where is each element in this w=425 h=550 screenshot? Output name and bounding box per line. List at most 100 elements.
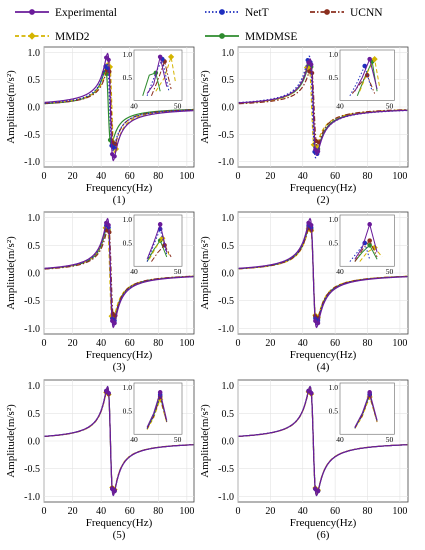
marker-experimental (110, 152, 115, 157)
y-tick-label: -0.5 (218, 464, 234, 475)
x-tick-label: 100 (392, 338, 407, 349)
inset-series-nett (146, 57, 170, 96)
x-tick-label: 60 (125, 506, 135, 517)
marker-experimental (309, 390, 314, 396)
inset-series-mmd2 (146, 397, 168, 430)
panel-1: 0 20 40 60 80 100 -1.0 -0.5 0.0 0.5 1.0 Frequency(H… (5, 46, 195, 206)
x-tick-label: 20 (265, 171, 275, 182)
marker-experimental (112, 154, 117, 159)
y-tick-label: 0.5 (28, 409, 41, 420)
x-tick-label: 80 (153, 171, 163, 182)
marker-experimental (306, 388, 311, 393)
marker-experimental (104, 388, 109, 393)
marker-mmd2 (159, 235, 166, 242)
inset-y-tick-label: 0.5 (329, 238, 339, 247)
y-tick-label: -1.0 (24, 324, 40, 335)
inset-y-tick-label: 1.0 (329, 50, 339, 59)
marker-experimental (112, 321, 117, 326)
x-tick-label: 20 (265, 338, 275, 349)
series-line-experimental (44, 385, 194, 497)
x-tick-label: 80 (153, 338, 163, 349)
legend-entry-experimental: Experimental (15, 7, 117, 19)
y-tick-label: 1.0 (222, 381, 235, 392)
series-line-experimental (44, 217, 194, 329)
inset-series-mmdmse (142, 72, 161, 96)
inset-y-tick-label: 1.0 (123, 215, 133, 224)
x-tick-label: 0 (236, 506, 241, 517)
x-tick-label: 20 (68, 506, 78, 517)
panel-6: 0 20 40 60 80 100 -1.0 -0.5 0.0 0.5 1.0 Frequency(H… (199, 379, 409, 541)
y-tick-label: -0.5 (24, 464, 40, 475)
y-tick-label: 0.0 (222, 269, 235, 280)
marker-experimental (316, 321, 321, 326)
marker-experimental (313, 486, 318, 492)
series-line-ucnn (44, 225, 194, 321)
marker-ucnn (367, 238, 372, 243)
x-tick-label: 100 (179, 506, 194, 517)
marker-ucnn (324, 9, 330, 15)
y-tick-label: -1.0 (24, 157, 40, 168)
x-tick-label: 100 (179, 171, 194, 182)
x-tick-label: 100 (392, 506, 407, 517)
inset-series-nett (349, 64, 373, 97)
panel-5: 0 20 40 60 80 100 -1.0 -0.5 0.0 0.5 1.0 Frequency(H… (5, 379, 195, 541)
x-tick-label: 80 (363, 506, 373, 517)
series-group (44, 385, 194, 497)
x-tick-label: 60 (330, 171, 340, 182)
y-tick-label: -0.5 (218, 296, 234, 307)
marker-experimental (157, 54, 163, 60)
y-tick-label: -0.5 (24, 130, 40, 141)
inset-5: 1.0 0.5 40 50 (123, 382, 183, 444)
y-tick-label: 1.0 (222, 213, 235, 224)
y-axis-label: Amplitude(m/s²) (5, 70, 17, 144)
marker-mmd2 (371, 56, 378, 63)
x-tick-label: 80 (363, 338, 373, 349)
x-tick-label: 60 (330, 506, 340, 517)
legend-entry-ucnn: UCNN (310, 7, 383, 19)
y-tick-label: -1.0 (218, 492, 234, 503)
x-tick-label: 0 (236, 171, 241, 182)
x-tick-label: 20 (265, 506, 275, 517)
inset-frame (133, 382, 183, 435)
marker-experimental (104, 55, 109, 60)
inset-y-tick-label: 0.5 (329, 73, 339, 82)
x-tick-label: 40 (298, 338, 308, 349)
inset-x-tick-label: 50 (386, 435, 394, 444)
inset-series-experimental (146, 56, 168, 94)
y-axis-label: Amplitude(m/s²) (199, 70, 211, 144)
panel-label: (1) (113, 194, 126, 206)
inset-y-tick-label: 0.5 (123, 73, 133, 82)
x-axis-label: Frequency(Hz) (290, 349, 357, 361)
y-tick-label: 0.0 (28, 437, 41, 448)
y-axis-label: Amplitude(m/s²) (199, 404, 211, 478)
marker-mmd2 (167, 53, 175, 60)
inset-series-experimental (354, 57, 378, 92)
y-tick-label: 0.0 (28, 103, 41, 114)
x-axis-label: Frequency(Hz) (290, 517, 357, 529)
panel-label: (6) (317, 529, 330, 541)
series-group (44, 52, 194, 162)
marker-mmdmse (219, 33, 225, 39)
x-axis-label: Frequency(Hz) (86, 517, 153, 529)
series-line-ucnn (238, 67, 408, 147)
inset-y-tick-label: 1.0 (123, 383, 133, 392)
inset-series-ucnn (146, 395, 168, 429)
x-tick-label: 0 (42, 506, 47, 517)
panels: 0 20 40 60 80 100 -1.0 -0.5 0.0 0.5 1.0 Frequency(H… (5, 46, 409, 541)
legend-label: UCNN (350, 7, 383, 19)
legend-label: MMDMSE (245, 31, 297, 43)
inset-series-ucnn (354, 239, 378, 262)
inset-x-tick-label: 40 (336, 267, 344, 276)
inset-x-tick-label: 40 (130, 435, 138, 444)
panel-label: (2) (317, 194, 330, 206)
marker-experimental (309, 62, 314, 67)
x-axis-label: Frequency(Hz) (290, 182, 357, 194)
y-tick-label: 1.0 (28, 381, 41, 392)
inset-x-tick-label: 50 (386, 101, 394, 110)
legend-entry-mmdmse: MMDMSE (205, 31, 297, 43)
marker-experimental (313, 318, 318, 324)
marker-experimental (309, 222, 314, 228)
inset-x-tick-label: 40 (336, 435, 344, 444)
y-tick-label: 1.0 (222, 48, 235, 59)
x-tick-label: 60 (125, 171, 135, 182)
